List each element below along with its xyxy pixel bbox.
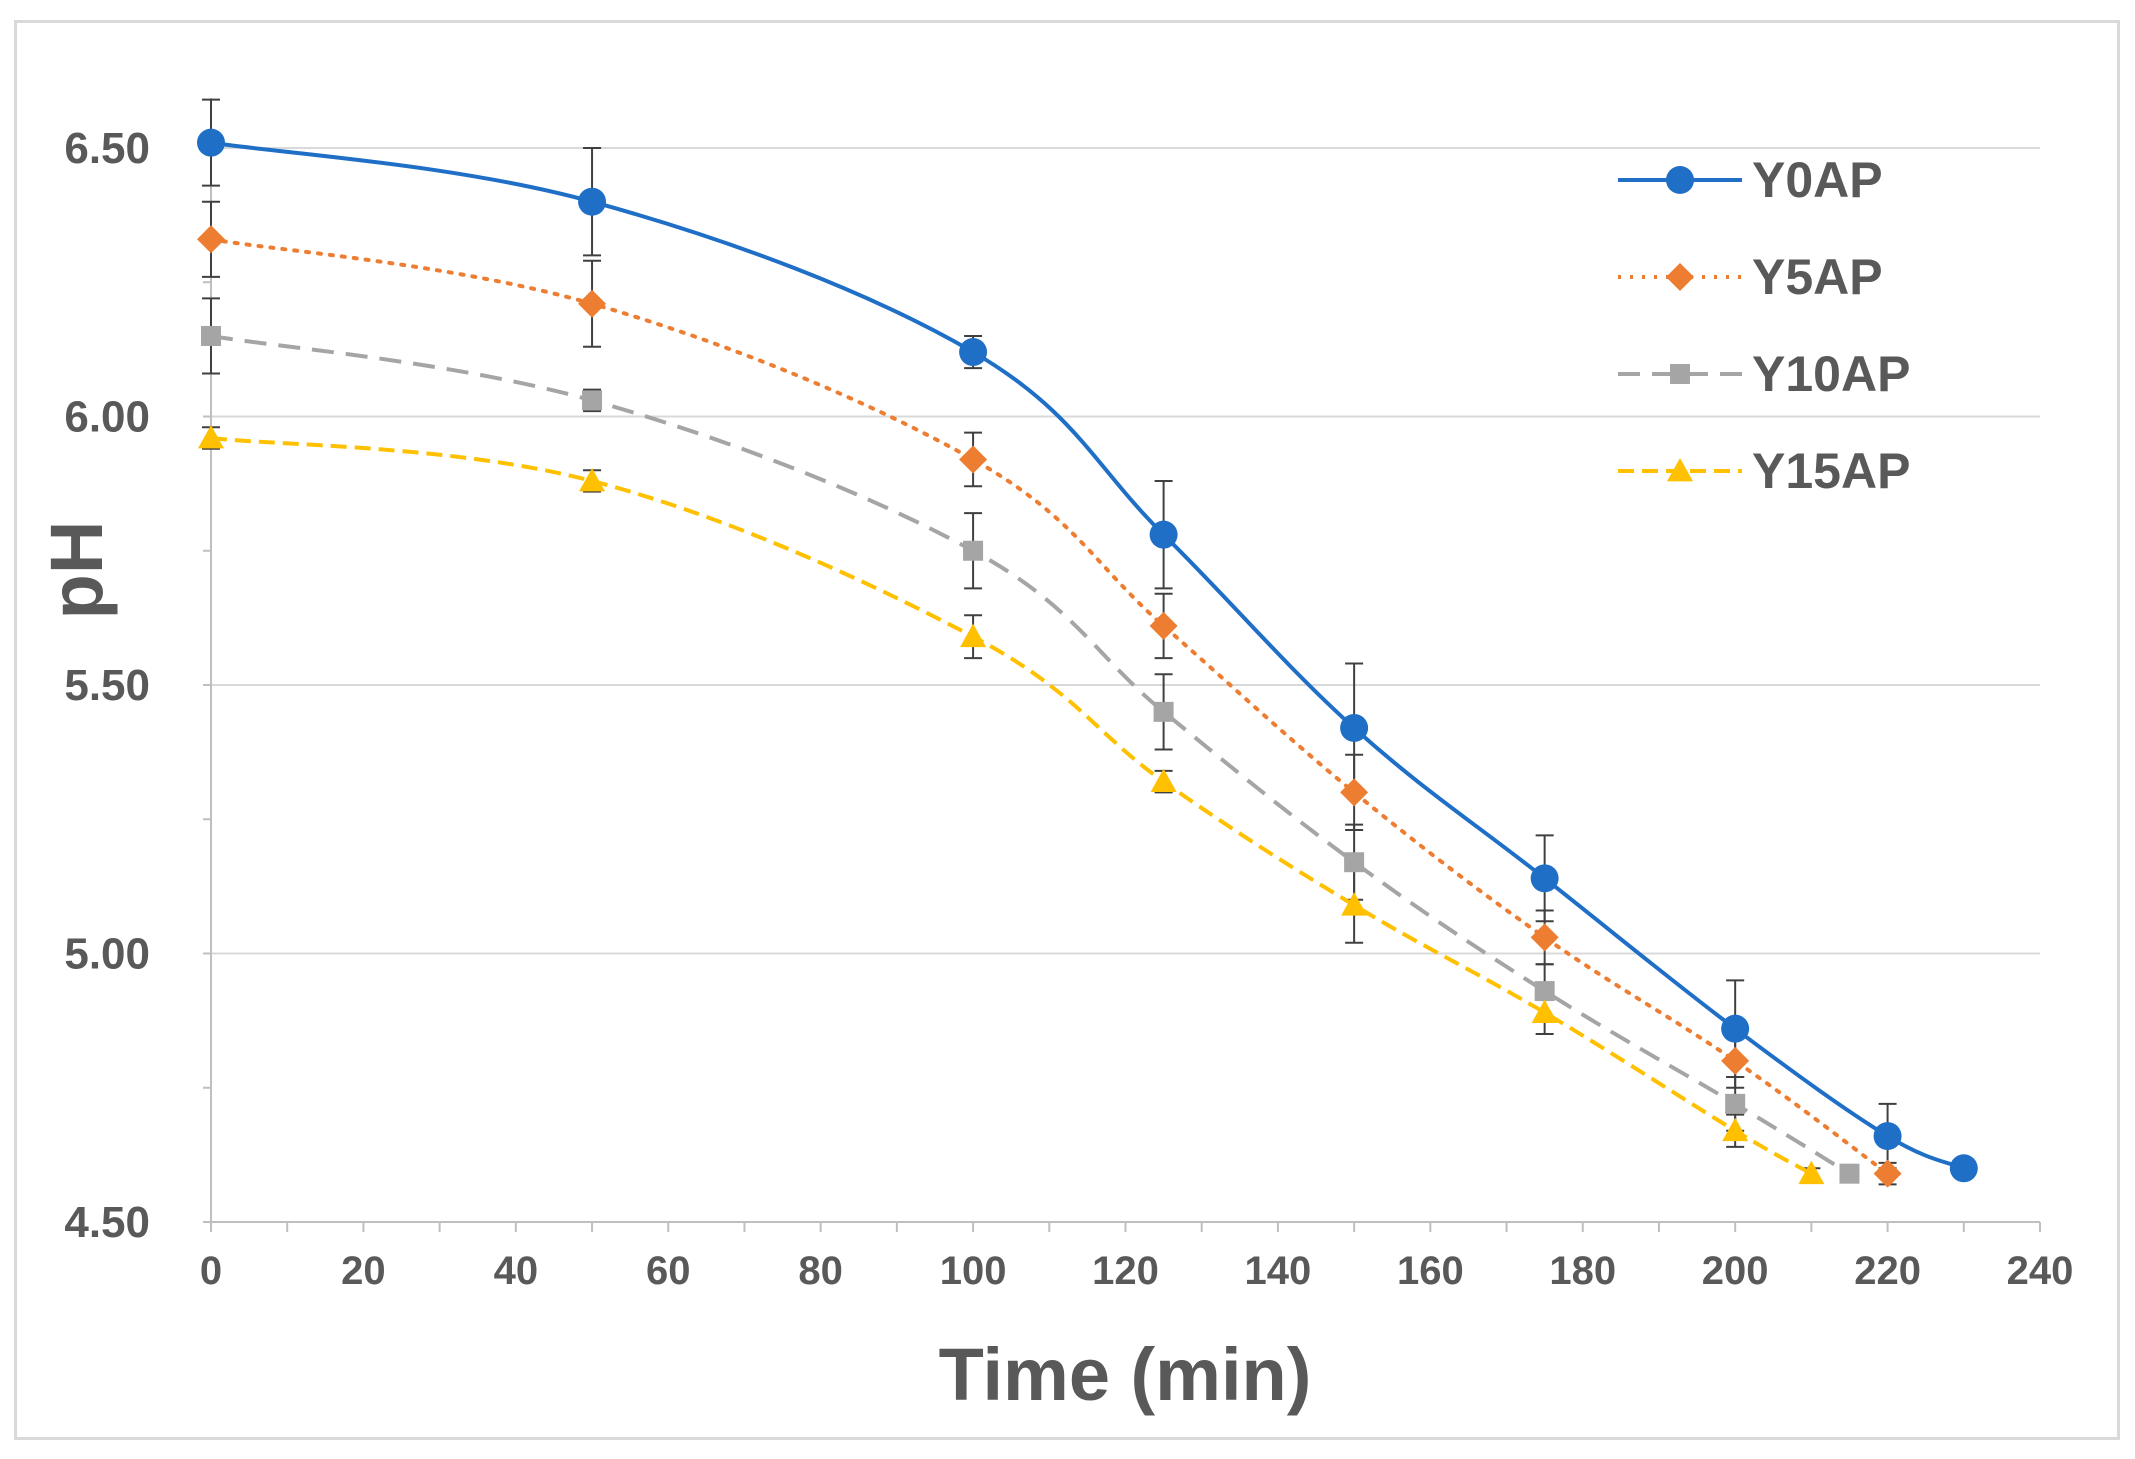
x-tick-label: 180 (1549, 1249, 1616, 1293)
x-tick-label: 160 (1397, 1249, 1464, 1293)
data-point-y5ap (959, 445, 988, 474)
x-tick-label: 100 (940, 1249, 1007, 1293)
data-point-y15ap (1341, 892, 1368, 916)
data-point-y5ap (1149, 611, 1178, 640)
data-point-y15ap (1722, 1117, 1749, 1142)
x-tick-label: 80 (798, 1249, 843, 1293)
legend-label-y0ap: Y0AP (1752, 152, 1883, 208)
legend-label-y15ap: Y15AP (1752, 443, 1910, 499)
data-point-y10ap (201, 325, 221, 346)
data-point-y10ap (963, 540, 984, 561)
data-point-y0ap (1949, 1154, 1978, 1183)
x-tick-label: 220 (1854, 1249, 1921, 1293)
data-point-y15ap (1150, 768, 1177, 793)
data-point-y10ap (1534, 981, 1555, 1002)
data-point-y0ap (1149, 520, 1178, 549)
chart-frame (14, 20, 2120, 1440)
series-lines (209, 140, 1965, 1176)
data-point-y10ap (1153, 701, 1174, 722)
x-tick-label: 240 (2007, 1249, 2074, 1293)
legend-marker-y15ap (1667, 458, 1693, 482)
data-point-y15ap (579, 467, 606, 492)
x-tick-label: 0 (200, 1249, 222, 1293)
legend-marker-y10ap (1670, 364, 1690, 384)
y-tick-label: 4.50 (64, 1198, 150, 1247)
x-tick-label: 200 (1702, 1249, 1769, 1293)
data-point-y5ap (1873, 1159, 1902, 1188)
data-point-y5ap (1721, 1046, 1750, 1075)
data-point-y0ap (1340, 713, 1369, 742)
data-point-y5ap (1340, 778, 1369, 807)
x-tick-label: 40 (494, 1249, 539, 1293)
y-tick-label: 5.50 (64, 661, 150, 710)
data-point-y5ap (197, 225, 225, 254)
data-point-y15ap (1798, 1160, 1825, 1185)
y-tick-label: 6.00 (64, 393, 150, 442)
data-point-y15ap (1531, 999, 1558, 1023)
y-tick-label: 6.50 (64, 124, 150, 173)
data-point-y5ap (1530, 923, 1559, 952)
data-point-y0ap (197, 128, 225, 157)
data-point-y10ap (1725, 1093, 1746, 1114)
legend-label-y5ap: Y5AP (1752, 249, 1883, 305)
y-axis-title: pH (35, 521, 118, 620)
x-tick-label: 140 (1245, 1249, 1312, 1293)
series-line-y15ap (210, 435, 1813, 1176)
x-tick-label: 60 (646, 1249, 691, 1293)
series-markers (197, 128, 1978, 1188)
data-point-y10ap (582, 390, 603, 411)
legend-marker-y5ap (1666, 263, 1694, 291)
legend: Y0AP Y5AP Y10AP Y15AP (1618, 152, 1910, 499)
legend-marker-y0ap (1666, 166, 1694, 194)
data-point-y0ap (578, 187, 607, 216)
data-point-y15ap (198, 424, 224, 449)
error-bars (202, 98, 1897, 1186)
data-point-y15ap (960, 623, 987, 648)
data-point-y0ap (959, 338, 988, 367)
y-tick-label: 5.00 (64, 930, 150, 979)
series-line-y5ap (209, 237, 1890, 1176)
data-point-y10ap (1344, 852, 1365, 873)
data-point-y0ap (1873, 1122, 1902, 1151)
x-tick-label: 120 (1092, 1249, 1159, 1293)
gridlines (211, 147, 2040, 955)
series-line-y0ap (210, 140, 1965, 1171)
x-axis-title: Time (min) (939, 1333, 1312, 1416)
axes: 4.50 5.00 5.50 6.00 6.50 0 20 40 60 80 100 120 140 16… (64, 98, 2073, 1293)
legend-label-y10ap: Y10AP (1752, 346, 1910, 402)
data-point-y0ap (1721, 1014, 1750, 1043)
data-point-y10ap (1839, 1163, 1860, 1184)
x-tick-label: 20 (341, 1249, 386, 1293)
data-point-y0ap (1530, 864, 1559, 893)
data-point-y5ap (578, 289, 607, 318)
